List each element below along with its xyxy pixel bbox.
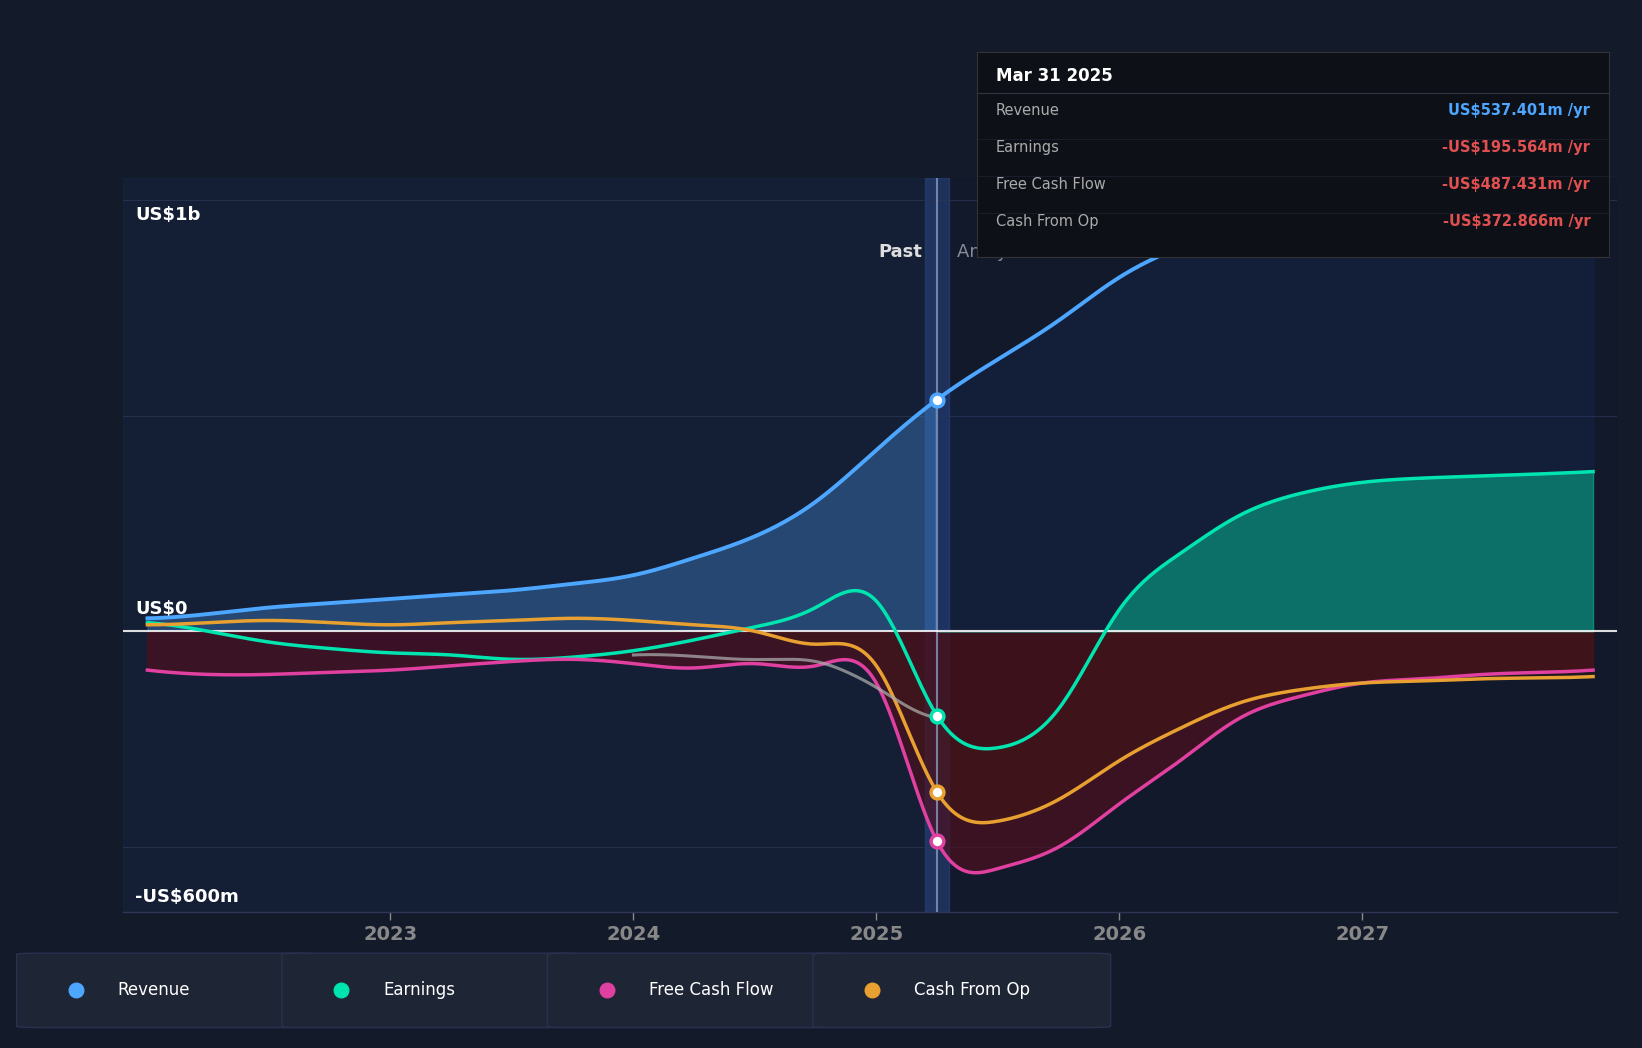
Text: -US$195.564m /yr: -US$195.564m /yr: [1442, 140, 1589, 155]
Bar: [924, 178, 949, 912]
Text: Mar 31 2025: Mar 31 2025: [997, 67, 1113, 85]
Text: Free Cash Flow: Free Cash Flow: [649, 981, 773, 1000]
Text: Analysts Forecasts: Analysts Forecasts: [957, 242, 1125, 261]
Text: -US$600m: -US$600m: [135, 888, 240, 907]
Text: US$1b: US$1b: [135, 206, 200, 224]
Text: Cash From Op: Cash From Op: [997, 214, 1098, 228]
Point: [594, 982, 621, 999]
FancyBboxPatch shape: [813, 953, 1110, 1028]
FancyBboxPatch shape: [16, 953, 314, 1028]
Text: US$537.401m /yr: US$537.401m /yr: [1448, 104, 1589, 118]
Bar: [123, 178, 938, 912]
Bar: [938, 178, 1617, 912]
Text: Revenue: Revenue: [118, 981, 190, 1000]
Point: [924, 833, 951, 850]
Text: Past: Past: [878, 242, 923, 261]
Text: Revenue: Revenue: [997, 104, 1059, 118]
Point: [924, 391, 951, 408]
Text: Earnings: Earnings: [383, 981, 455, 1000]
Text: -US$372.866m /yr: -US$372.866m /yr: [1443, 214, 1589, 228]
FancyBboxPatch shape: [282, 953, 580, 1028]
Point: [859, 982, 885, 999]
Text: Cash From Op: Cash From Op: [915, 981, 1030, 1000]
Point: [62, 982, 89, 999]
Point: [924, 784, 951, 801]
Text: Free Cash Flow: Free Cash Flow: [997, 177, 1105, 192]
Text: -US$487.431m /yr: -US$487.431m /yr: [1442, 177, 1589, 192]
Point: [924, 707, 951, 724]
FancyBboxPatch shape: [547, 953, 846, 1028]
Text: US$0: US$0: [135, 601, 187, 618]
Text: Earnings: Earnings: [997, 140, 1059, 155]
Point: [328, 982, 355, 999]
